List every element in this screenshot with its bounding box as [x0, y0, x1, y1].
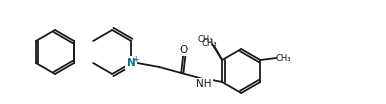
- Text: CH₃: CH₃: [276, 53, 291, 63]
- Text: NH: NH: [196, 79, 212, 89]
- Text: CH₃: CH₃: [201, 38, 217, 48]
- Text: N: N: [127, 58, 135, 68]
- Text: O: O: [179, 45, 187, 55]
- Text: CH₃: CH₃: [197, 35, 213, 43]
- Text: +: +: [132, 54, 138, 64]
